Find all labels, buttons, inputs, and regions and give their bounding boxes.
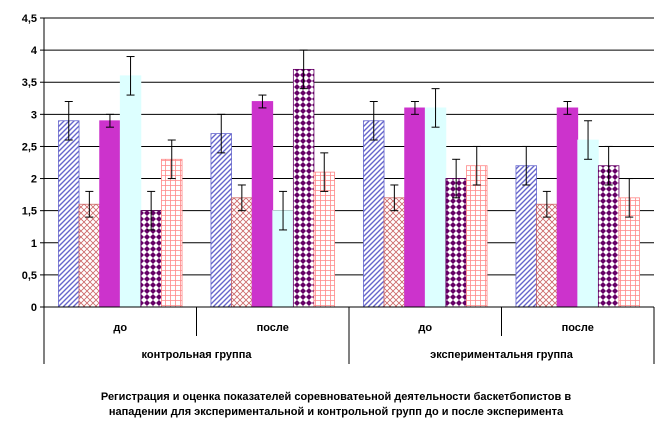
bar [161,158,183,308]
bar [99,120,121,308]
y-tick-label: 4,5 [22,13,37,25]
y-tick-label: 0 [31,302,37,314]
bar [313,171,335,308]
bar [536,203,558,308]
chart-caption-line2: нападении для экспериментальной и контро… [108,406,564,418]
bar [515,165,537,308]
chart-svg: 0 0,5 1 1,5 2 2,5 3 3,5 4 4,5 до после до после контр… [22,13,655,364]
x-axis: до после до после контрольная группа эксперим… [43,306,655,364]
y-tick-label: 3 [31,109,37,121]
bar [251,101,274,308]
bar [119,75,142,308]
y-tick-label: 2 [31,174,37,186]
bar [577,139,599,308]
y-tick-label: 3,5 [22,77,37,89]
y-tick-label: 2,5 [22,141,37,153]
bar [78,203,101,308]
bar [556,107,579,308]
bar [597,165,620,308]
bar [210,133,232,308]
x-group-label: контрольная группа [142,349,253,361]
chart-caption-line1: Регистрация и оценка показателей соревно… [100,391,572,403]
bar [292,68,315,308]
x-category-label: после [562,322,594,334]
y-tick-label: 0,5 [22,270,37,282]
y-tick-label: 4 [31,45,38,57]
bar [424,107,447,308]
x-group-label: экспериментальня группа [430,349,574,361]
bar [231,197,253,308]
x-category-label: до [418,322,432,334]
bar [404,107,426,308]
bar [363,120,385,308]
x-category-label: до [113,322,127,334]
x-category-label: после [257,322,289,334]
y-tick-label: 1 [31,238,37,250]
bar [466,165,488,308]
bar [58,120,80,308]
bar [383,197,406,308]
y-tick-label: 1,5 [22,206,37,218]
y-axis: 0 0,5 1 1,5 2 2,5 3 3,5 4 4,5 [22,13,45,314]
